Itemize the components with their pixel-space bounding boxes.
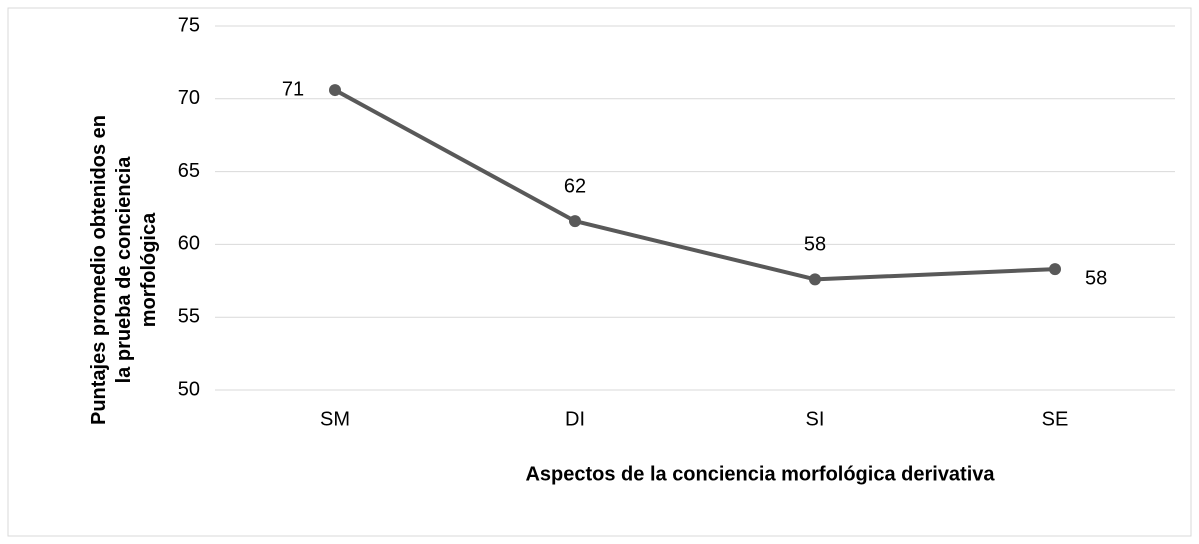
y-tick-label: 75 <box>178 14 200 36</box>
x-tick-label: DI <box>565 408 585 430</box>
data-point <box>569 215 581 228</box>
x-axis-title: Aspectos de la conciencia morfológica de… <box>525 463 995 485</box>
y-tick-label: 65 <box>178 160 200 182</box>
x-tick-label: SE <box>1042 408 1069 430</box>
x-tick-label: SM <box>320 408 350 430</box>
data-point <box>329 84 341 97</box>
data-point <box>1049 263 1061 276</box>
y-tick-label: 55 <box>178 305 200 327</box>
data-point <box>809 273 821 286</box>
y-tick-label: 70 <box>178 87 200 109</box>
line-series <box>334 88 1056 282</box>
y-tick-label: 50 <box>178 378 200 400</box>
data-label: 58 <box>1085 267 1107 289</box>
data-label: 62 <box>564 175 586 197</box>
y-axis-title: Puntajes promedio obtenidos en la prueba … <box>88 115 160 425</box>
data-label: 58 <box>804 234 826 256</box>
data-label: 71 <box>282 78 304 100</box>
x-tick-label: SI <box>806 408 825 430</box>
y-tick-label: 60 <box>178 233 200 255</box>
